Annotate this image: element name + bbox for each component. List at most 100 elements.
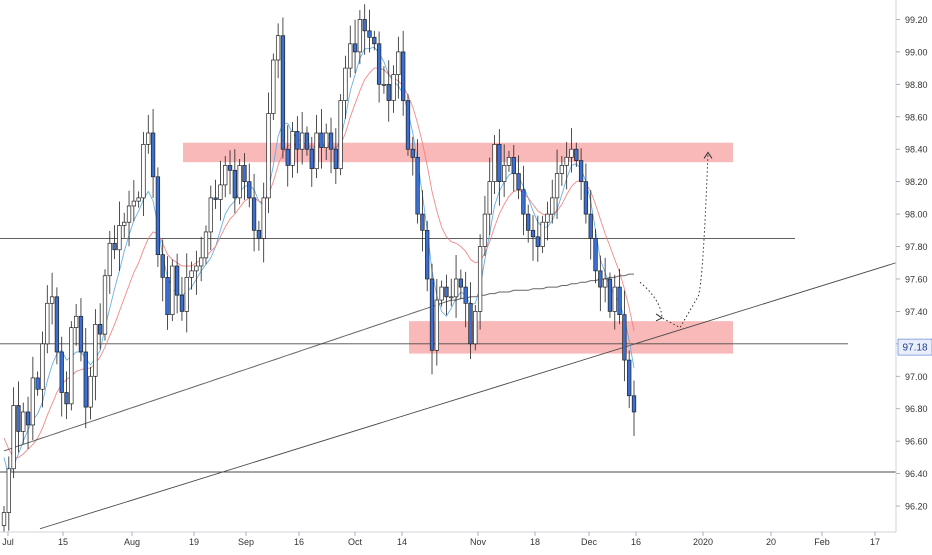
candle-body bbox=[401, 51, 406, 101]
candle bbox=[444, 274, 449, 315]
price-tick-label: 98.20 bbox=[905, 177, 928, 187]
candle-body bbox=[511, 156, 516, 174]
price-tick-label: 98.00 bbox=[905, 210, 928, 220]
candle bbox=[117, 201, 122, 271]
candle bbox=[247, 163, 252, 208]
candle bbox=[593, 229, 598, 284]
candle bbox=[381, 66, 387, 94]
projection-path bbox=[639, 152, 709, 329]
price-tick-label: 97.40 bbox=[905, 307, 928, 317]
candle bbox=[386, 60, 391, 122]
projection-layer bbox=[639, 151, 713, 329]
candle bbox=[64, 371, 69, 420]
candle-body bbox=[290, 131, 295, 166]
candle-body bbox=[631, 395, 637, 413]
candle bbox=[420, 190, 425, 252]
candle-body bbox=[117, 225, 122, 251]
candle bbox=[295, 116, 300, 174]
candle bbox=[477, 234, 483, 330]
candle bbox=[602, 257, 608, 303]
candle bbox=[473, 304, 478, 351]
candle bbox=[179, 277, 185, 321]
candle bbox=[502, 144, 507, 197]
candle bbox=[434, 278, 439, 366]
moving-average-2 bbox=[3, 67, 635, 458]
candle bbox=[242, 153, 247, 200]
candle-body bbox=[415, 156, 420, 215]
candle bbox=[131, 180, 136, 222]
candle bbox=[54, 287, 60, 365]
time-tick-label: 2020 bbox=[693, 537, 713, 547]
candle bbox=[232, 149, 237, 214]
candle bbox=[550, 179, 555, 224]
candle bbox=[6, 456, 11, 531]
candle bbox=[396, 36, 401, 99]
price-tick-label: 99.00 bbox=[905, 47, 928, 57]
time-tick-label: 15 bbox=[58, 537, 68, 547]
trendline bbox=[39, 262, 897, 530]
candle-body bbox=[420, 213, 425, 231]
candle-body bbox=[122, 221, 127, 226]
candle-body bbox=[256, 229, 262, 239]
candle-body bbox=[194, 265, 199, 272]
candle-body bbox=[588, 213, 593, 239]
candle bbox=[607, 272, 613, 318]
candle-body bbox=[309, 148, 314, 170]
candle-body bbox=[535, 236, 540, 247]
price-tick-label: 98.40 bbox=[905, 145, 928, 155]
candle bbox=[324, 123, 329, 160]
time-axis[interactable]: Jul 15 Aug 19 Sep 16 Oct 14 Nov 18 Dec 16 2020 20 Feb 1… bbox=[0, 531, 932, 550]
moving-average-1 bbox=[3, 46, 635, 479]
candle-body bbox=[352, 43, 358, 53]
candle-body bbox=[6, 468, 11, 513]
candle bbox=[40, 331, 45, 408]
candle-body bbox=[338, 100, 343, 170]
candle-body bbox=[612, 286, 617, 312]
candle bbox=[545, 201, 550, 241]
candle-body bbox=[376, 43, 382, 85]
candle bbox=[535, 215, 540, 262]
candle bbox=[49, 272, 55, 325]
candle-body bbox=[40, 343, 45, 390]
candle bbox=[69, 321, 74, 411]
zone-1 bbox=[183, 142, 733, 163]
time-tick-label: 19 bbox=[189, 537, 199, 547]
candle-body bbox=[386, 83, 391, 101]
candle-body bbox=[554, 173, 560, 199]
candle-body bbox=[251, 197, 257, 231]
candle bbox=[141, 132, 146, 217]
time-tick-label: 18 bbox=[530, 537, 540, 547]
candle bbox=[578, 148, 584, 200]
candle bbox=[415, 139, 420, 224]
candle bbox=[348, 25, 353, 78]
candle-body bbox=[203, 231, 209, 259]
candle-body bbox=[64, 392, 69, 405]
candle-body bbox=[319, 132, 324, 148]
candle-body bbox=[247, 181, 252, 199]
price-tick-label: 96.80 bbox=[905, 404, 928, 414]
candle bbox=[612, 274, 617, 330]
candle bbox=[328, 117, 334, 174]
zone-2 bbox=[409, 321, 733, 354]
candle-body bbox=[213, 197, 218, 200]
candle bbox=[1, 506, 7, 532]
candle-body bbox=[160, 254, 165, 278]
candle bbox=[285, 125, 290, 187]
candle-body bbox=[429, 278, 435, 351]
candle bbox=[506, 150, 512, 172]
candle-body bbox=[136, 197, 141, 202]
time-tick-label: Sep bbox=[238, 537, 254, 547]
candle-body bbox=[30, 377, 36, 426]
candle bbox=[218, 160, 223, 221]
price-axis[interactable]: 99.20 99.00 98.80 98.60 98.40 98.20 98.00 97.80… bbox=[895, 0, 932, 532]
candle bbox=[25, 396, 31, 449]
candle-body bbox=[343, 67, 348, 101]
candle bbox=[598, 255, 603, 312]
candle bbox=[184, 253, 189, 333]
candle bbox=[35, 371, 40, 396]
candle-body bbox=[545, 213, 550, 223]
candle-body bbox=[410, 148, 415, 158]
candle bbox=[521, 165, 526, 236]
